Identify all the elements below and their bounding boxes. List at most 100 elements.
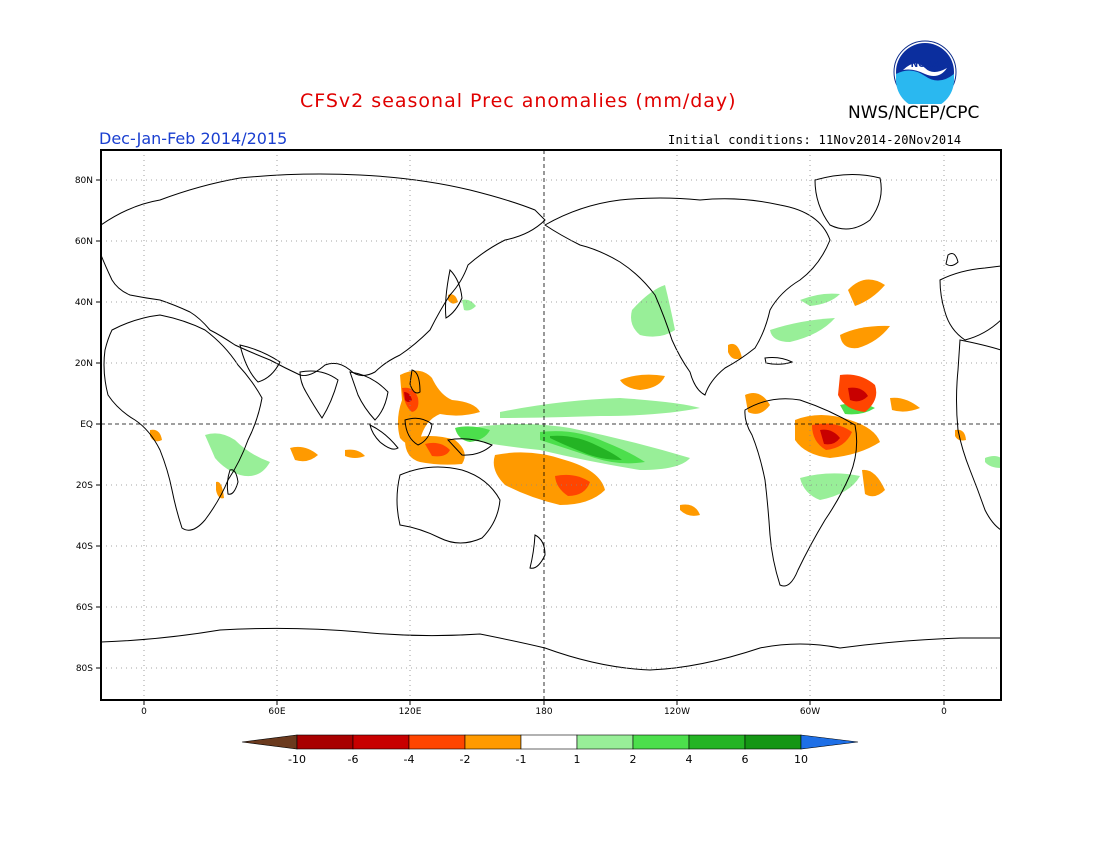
dry-anomaly-indonesia-core <box>425 442 450 457</box>
logo-text: NOAA <box>911 60 940 70</box>
dry-anomaly-south-indian <box>345 449 365 458</box>
wet-anomaly-gulf-mexico <box>770 318 835 342</box>
coast-arabia <box>239 344 281 383</box>
dry-anomaly-philippines-max <box>404 392 412 402</box>
coast-cuba <box>764 357 794 365</box>
colorbar-swatch-high-arrow <box>800 734 859 750</box>
colorbar-label: 6 <box>742 753 749 766</box>
lon-tick-label: 60W <box>800 707 820 717</box>
colorbar-swatch <box>576 734 634 750</box>
coast-south-america <box>744 398 858 587</box>
dry-anomaly-atlantic-north <box>848 279 885 306</box>
dry-anomaly-philippines <box>397 370 480 445</box>
organization-label: NWS/NCEP/CPC <box>848 103 980 123</box>
wet-anomaly-japan <box>462 299 476 311</box>
colorbar-swatch <box>352 734 410 750</box>
coast-uk <box>945 253 959 267</box>
wet-anomaly-africa-south <box>205 433 270 477</box>
colorbar-label: 1 <box>574 753 581 766</box>
dry-anomaly-japan-south <box>448 294 458 304</box>
coast-australia <box>396 466 501 544</box>
dry-anomaly-atlantic-mid <box>840 325 890 349</box>
wet-anomaly-north-pacific <box>631 285 675 337</box>
colorbar-swatch-low-arrow <box>241 734 298 750</box>
map-frame <box>100 149 1002 701</box>
colorbar-label: 2 <box>630 753 637 766</box>
colorbar-label: -2 <box>460 753 471 766</box>
lon-tick-label: 0 <box>141 707 147 717</box>
coast-sumatra <box>369 424 399 450</box>
dry-anomaly-south-east-pacific <box>680 504 700 516</box>
wet-anomaly-south-america <box>800 473 860 500</box>
lat-tick-label: 20S <box>76 481 93 491</box>
dry-anomaly-east-atlantic <box>890 397 920 412</box>
colorbar-swatch <box>688 734 746 750</box>
initial-conditions-label: Initial conditions: 11Nov2014-20Nov2014 <box>668 133 962 147</box>
colorbar-label: -1 <box>516 753 527 766</box>
dry-anomaly-central-america <box>620 374 665 390</box>
lon-tick-label: 120W <box>664 707 690 717</box>
coast-africa-east <box>956 339 1001 531</box>
coast-europe-asia <box>101 173 546 376</box>
dry-anomaly-indian-ocean <box>290 446 318 462</box>
anomaly-shading <box>150 279 1001 516</box>
coastlines <box>101 173 1001 671</box>
colorbar-swatch <box>464 734 522 750</box>
lat-tick-label: 80S <box>76 664 93 674</box>
dry-anomaly-west-africa <box>955 429 966 441</box>
lat-tick-label: EQ <box>80 420 93 430</box>
dry-anomaly-gulf <box>728 343 742 360</box>
coast-greenland <box>814 173 882 230</box>
coast-new-guinea <box>447 438 493 456</box>
lon-tick-label: 0 <box>941 707 947 717</box>
coast-borneo <box>404 417 433 446</box>
colorbar-swatch <box>520 734 578 750</box>
chart-title: CFSv2 seasonal Prec anomalies (mm/day) <box>300 90 737 112</box>
wet-anomaly-south-pacific-max <box>550 435 622 460</box>
colorbar-label: -4 <box>404 753 415 766</box>
noaa-logo: NOAA <box>893 40 957 104</box>
coast-madagascar <box>226 469 239 495</box>
longitude-axis: 0 60E 120E 180 120W 60W 0 <box>141 700 947 717</box>
coast-japan <box>445 268 463 319</box>
color-bar: -10 -6 -4 -2 -1 1 2 4 6 10 <box>241 734 859 766</box>
dry-anomaly-south-atlantic <box>862 469 885 497</box>
lat-tick-label: 60S <box>76 603 93 613</box>
coast-europe-east <box>939 265 1001 341</box>
lon-tick-label: 60E <box>268 707 285 717</box>
colorbar-swatch <box>408 734 466 750</box>
wet-anomaly-central-pacific-band <box>500 398 700 418</box>
coast-se-asia <box>349 371 389 421</box>
dry-anomaly-south-pacific-core <box>555 474 590 496</box>
colorbar-swatch <box>296 734 354 750</box>
coast-africa <box>103 314 263 531</box>
lon-tick-label: 180 <box>535 707 552 717</box>
dry-anomaly-north-brazil-max <box>848 387 868 402</box>
wet-anomaly-atlantic-north <box>800 293 840 306</box>
latitude-axis: 80N 60N 40N 20N EQ 20S 40S 60S 80S <box>75 176 101 674</box>
coast-philippines <box>409 369 421 394</box>
lat-tick-label: 40N <box>75 298 93 308</box>
wet-anomaly-maritime <box>455 426 490 442</box>
coast-north-america <box>544 197 831 396</box>
lat-tick-label: 80N <box>75 176 93 186</box>
colorbar-label: 10 <box>794 753 808 766</box>
colorbar-swatch <box>632 734 690 750</box>
lat-tick-label: 60N <box>75 237 93 247</box>
colorbar-label: -6 <box>348 753 359 766</box>
colorbar-label: 4 <box>686 753 693 766</box>
coast-india <box>299 370 339 419</box>
lat-tick-label: 40S <box>76 542 93 552</box>
colorbar-label: -10 <box>288 753 306 766</box>
coast-antarctica <box>101 627 1001 671</box>
dry-anomaly-africa <box>150 429 162 442</box>
lon-tick-label: 120E <box>399 707 422 717</box>
lat-tick-label: 20N <box>75 359 93 369</box>
coast-new-zealand <box>529 534 546 569</box>
map-grid <box>101 150 1001 700</box>
wet-anomaly-east-atlantic <box>985 456 1001 468</box>
season-label: Dec-Jan-Feb 2014/2015 <box>99 129 288 148</box>
colorbar-swatch <box>744 734 802 750</box>
dry-anomaly-amazon-max <box>820 429 840 445</box>
